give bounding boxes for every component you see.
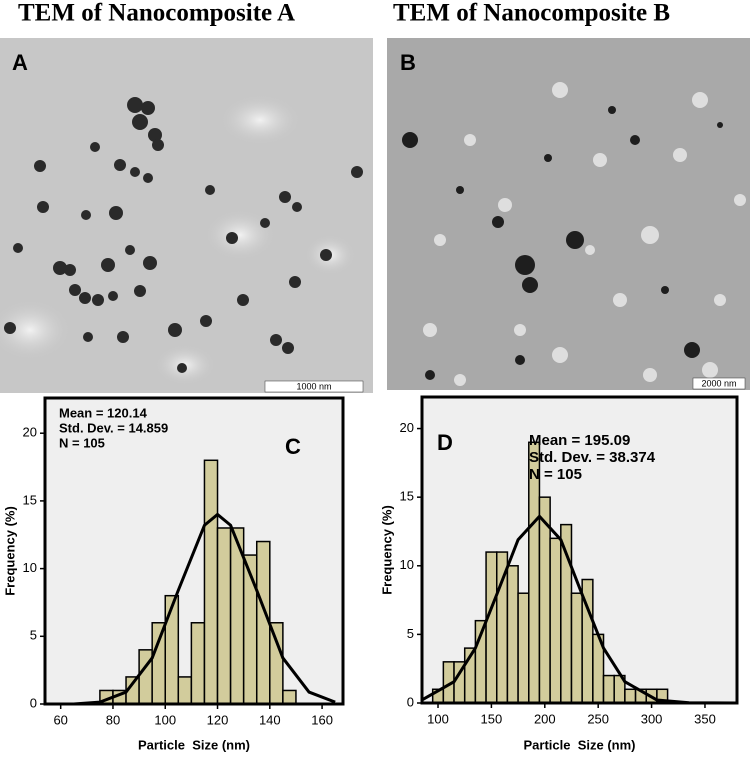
- bar: [506, 565, 519, 704]
- bar: [177, 676, 193, 705]
- x-tick-label: 200: [534, 711, 556, 726]
- bar: [190, 622, 206, 705]
- x-tick-label: 350: [694, 711, 716, 726]
- bar: [216, 527, 232, 705]
- stat-annotation: Mean = 120.14: [59, 405, 148, 420]
- panel-label: B: [400, 50, 416, 75]
- bar: [269, 622, 284, 705]
- y-tick-label: 10: [23, 560, 37, 575]
- x-tick-label: 80: [106, 712, 120, 727]
- bar: [203, 459, 219, 705]
- fit-curve: [421, 514, 738, 705]
- y-tick-label: 20: [23, 425, 37, 440]
- x-tick-label: 60: [53, 712, 67, 727]
- x-tick-label: 150: [481, 711, 503, 726]
- scale-bar-label: 1000 nm: [296, 381, 331, 391]
- bar: [282, 689, 297, 705]
- stat-annotation: Mean = 195.09: [529, 432, 630, 449]
- image-title: TEM of Nanocomposite A: [18, 0, 295, 27]
- bar: [151, 622, 166, 705]
- bar: [517, 592, 530, 704]
- bar: [138, 649, 153, 705]
- y-tick-label: 5: [407, 626, 414, 641]
- y-tick-label: 15: [23, 492, 37, 507]
- y-tick-label: 10: [400, 557, 414, 572]
- bar: [624, 688, 637, 704]
- y-tick-label: 5: [30, 628, 37, 643]
- panel-label: A: [12, 50, 28, 75]
- y-tick-label: 15: [400, 489, 414, 504]
- fit-curve: [47, 512, 336, 706]
- stat-annotation: N = 105: [59, 435, 105, 450]
- plot-frame: [420, 395, 739, 705]
- x-axis-label: Particle Size (nm): [138, 737, 250, 752]
- tem-image: 1000 nm A: [0, 38, 373, 393]
- stat-annotation: N = 105: [529, 466, 582, 483]
- y-tick-label: 20: [400, 420, 414, 435]
- x-tick-label: 100: [154, 712, 176, 727]
- plot-frame: [43, 396, 345, 706]
- image-title: TEM of Nanocomposite B: [393, 0, 670, 27]
- panel-label: D: [437, 430, 453, 455]
- x-axis-label: Particle Size (nm): [524, 737, 636, 752]
- x-tick-label: 120: [207, 712, 229, 727]
- bar: [570, 592, 583, 704]
- stat-annotation: Std. Dev. = 38.374: [529, 449, 656, 466]
- stat-annotation: Std. Dev. = 14.859: [59, 420, 168, 435]
- bar: [485, 551, 498, 704]
- bar: [549, 537, 562, 704]
- bar: [164, 594, 180, 705]
- x-tick-label: 140: [259, 712, 281, 727]
- x-tick-label: 160: [311, 712, 333, 727]
- y-axis-label: Frequency (%): [2, 506, 17, 596]
- tem-image: 2000 nm B: [387, 38, 750, 390]
- panel-label: C: [285, 434, 301, 459]
- y-tick-label: 0: [30, 695, 37, 710]
- scale-bar-label: 2000 nm: [701, 378, 736, 388]
- x-tick-label: 250: [587, 711, 609, 726]
- x-tick-label: 300: [641, 711, 663, 726]
- y-axis-label: Frequency (%): [379, 505, 394, 595]
- y-tick-label: 0: [407, 694, 414, 709]
- x-tick-label: 100: [427, 711, 449, 726]
- bar: [602, 674, 615, 704]
